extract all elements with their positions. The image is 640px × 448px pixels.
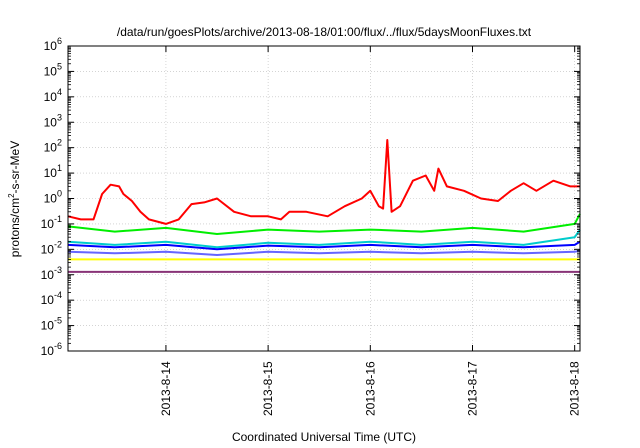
x-tick-label: 2013-8-16 [363,361,377,416]
y-tick-exponent: 6 [57,36,62,46]
y-tick-exponent: -4 [54,290,62,300]
y-tick-mantissa: 10 [41,242,55,256]
x-tick-label: 2013-8-14 [159,361,173,416]
y-tick-exponent: 2 [57,138,62,148]
y-tick-exponent: 4 [57,87,62,97]
y-tick-exponent: 0 [57,189,62,199]
y-tick-mantissa: 10 [44,192,58,206]
y-tick-label: 10-3 [41,265,62,282]
y-tick-label: 10-1 [41,214,62,231]
y-tick-label: 10-2 [41,239,62,256]
y-tick-mantissa: 10 [44,90,58,104]
y-tick-mantissa: 10 [41,344,55,358]
series-line-4 [67,240,581,251]
y-tick-exponent: -5 [54,316,62,326]
y-tick-mantissa: 10 [44,39,58,53]
y-tick-mantissa: 10 [41,268,55,282]
y-tick-label: 104 [44,87,62,104]
y-axis-label: protons/cm2-s-sr-MeV [7,141,22,257]
y-axis: 10-610-510-410-310-210-11001011021031041… [41,36,580,358]
y-tick-mantissa: 10 [41,293,55,307]
y-tick-exponent: -6 [54,341,62,351]
y-tick-label: 103 [44,112,62,129]
y-tick-mantissa: 10 [44,64,58,78]
y-tick-exponent: -1 [54,214,62,224]
plot-series [67,139,581,273]
y-axis-label-prefix: protons/cm [8,198,22,257]
y-tick-mantissa: 10 [41,319,55,333]
x-axis-label: Coordinated Universal Time (UTC) [232,430,416,444]
series-line-1 [67,139,580,225]
y-tick-label: 101 [44,163,62,180]
x-tick-label: 2013-8-15 [261,361,275,416]
y-tick-label: 100 [44,189,62,206]
chart-title: /data/run/goesPlots/archive/2013-08-18/0… [117,25,532,39]
y-tick-label: 105 [44,61,62,78]
y-tick-mantissa: 10 [44,166,58,180]
series-line-5 [67,249,581,256]
y-tick-label: 102 [44,138,62,155]
y-axis-label-superscript: 2 [7,193,16,198]
x-tick-label: 2013-8-18 [568,361,582,416]
y-tick-exponent: 3 [57,112,62,122]
series-line-3 [67,229,581,249]
y-tick-exponent: -3 [54,265,62,275]
series-line-2 [67,213,581,235]
y-tick-label: 10-6 [41,341,62,358]
y-tick-label: 10-5 [41,316,62,333]
y-tick-label: 106 [44,36,62,53]
x-axis: 2013-8-14 2013-8-15 2013-8-16 2013-8-17 2013… [159,46,582,416]
y-tick-mantissa: 10 [44,115,58,129]
x-tick-label: 2013-8-17 [465,361,479,416]
y-tick-exponent: -2 [54,239,62,249]
y-tick-exponent: 5 [57,61,62,71]
y-tick-exponent: 1 [57,163,62,173]
y-tick-mantissa: 10 [41,217,55,231]
y-axis-label-suffix: -s-sr-MeV [8,141,22,194]
y-tick-label: 10-4 [41,290,62,307]
y-tick-mantissa: 10 [44,141,58,155]
